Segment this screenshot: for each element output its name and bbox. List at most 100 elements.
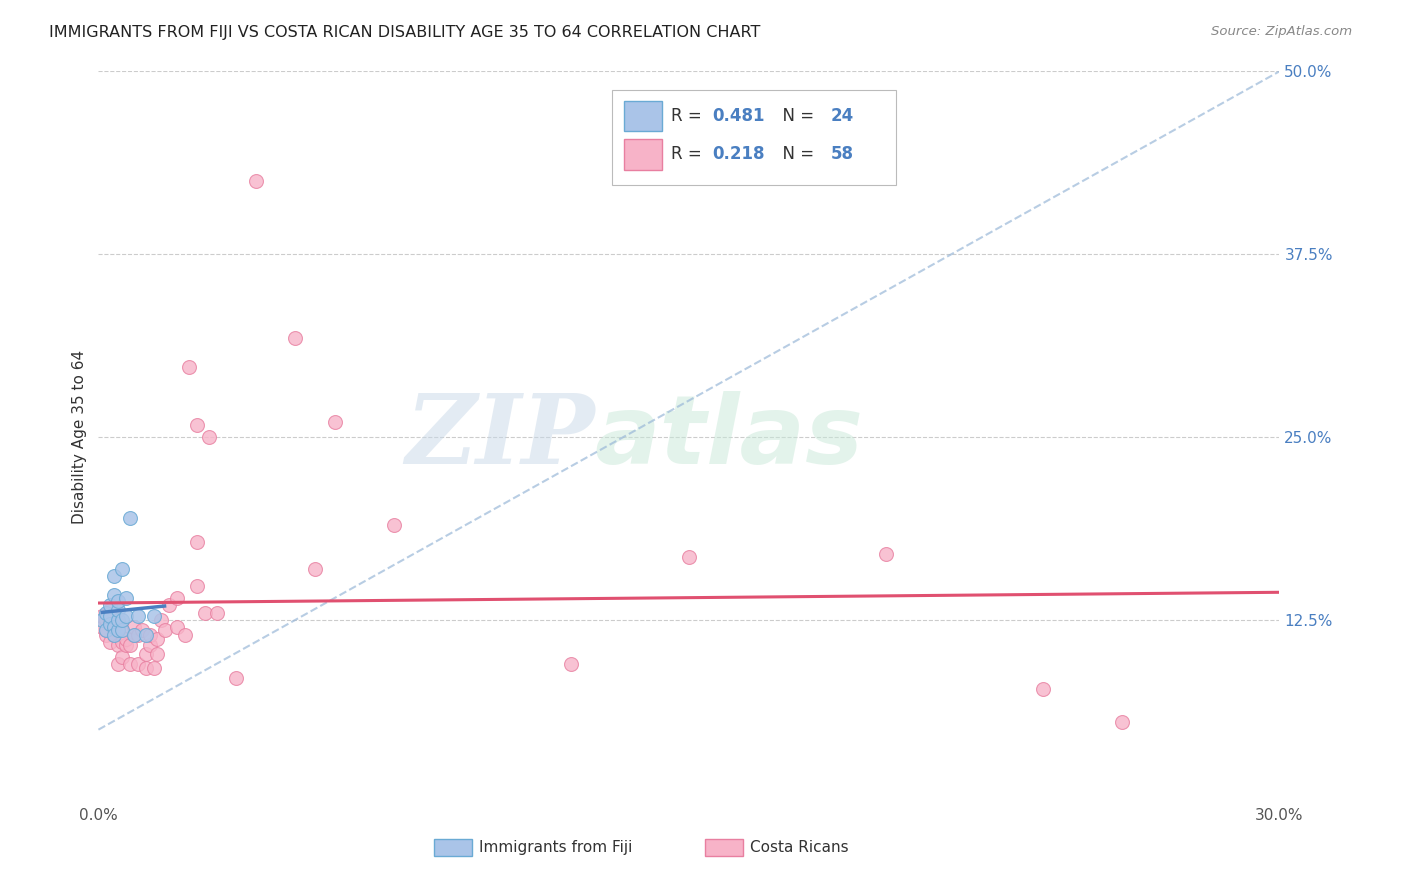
FancyBboxPatch shape [612, 90, 896, 185]
Point [194, 606, 217, 620]
Text: 58: 58 [831, 145, 853, 163]
Text: R =: R = [671, 107, 707, 125]
Point [127, 608, 149, 623]
Text: 24: 24 [831, 107, 853, 125]
Point [118, 657, 141, 671]
Point [111, 613, 134, 627]
Y-axis label: Disability Age 35 to 64: Disability Age 35 to 64 [72, 350, 87, 524]
Point [107, 623, 129, 637]
Point [205, 606, 228, 620]
Point [875, 547, 897, 561]
Point [98, 613, 121, 627]
Point [103, 627, 125, 641]
Text: 0.218: 0.218 [713, 145, 765, 163]
Text: R =: R = [671, 145, 707, 163]
Point [186, 418, 208, 433]
Point [166, 620, 188, 634]
Point [304, 562, 326, 576]
Point [142, 608, 165, 623]
Point [131, 623, 153, 637]
Point [118, 510, 141, 524]
Point [98, 599, 121, 613]
Point [1032, 681, 1054, 696]
Point [142, 661, 165, 675]
Point [157, 599, 180, 613]
Point [245, 174, 267, 188]
Point [107, 638, 129, 652]
Point [138, 638, 160, 652]
Point [98, 635, 121, 649]
Text: atlas: atlas [595, 391, 863, 483]
Point [135, 627, 157, 641]
FancyBboxPatch shape [624, 101, 662, 131]
Text: IMMIGRANTS FROM FIJI VS COSTA RICAN DISABILITY AGE 35 TO 64 CORRELATION CHART: IMMIGRANTS FROM FIJI VS COSTA RICAN DISA… [49, 25, 761, 40]
Point [186, 535, 208, 549]
Point [174, 627, 197, 641]
Point [323, 416, 346, 430]
Point [107, 594, 129, 608]
Point [115, 591, 138, 605]
Text: N =: N = [772, 145, 818, 163]
Point [107, 657, 129, 671]
Point [177, 359, 200, 374]
Point [284, 330, 307, 344]
Point [111, 562, 134, 576]
FancyBboxPatch shape [624, 139, 662, 170]
Point [91, 620, 114, 634]
Point [225, 672, 247, 686]
Point [103, 608, 125, 623]
Point [98, 603, 121, 617]
Point [560, 657, 582, 671]
Point [146, 647, 169, 661]
Point [115, 608, 138, 623]
Point [122, 620, 145, 634]
Point [186, 579, 208, 593]
Point [150, 613, 173, 627]
Point [96, 606, 118, 620]
Point [98, 617, 121, 632]
Point [127, 657, 149, 671]
Point [91, 608, 114, 623]
Point [96, 613, 118, 627]
Point [96, 623, 118, 637]
Point [103, 569, 125, 583]
Point [122, 627, 145, 641]
Point [103, 627, 125, 641]
Point [96, 623, 118, 637]
Point [107, 613, 129, 627]
Text: Costa Ricans: Costa Ricans [751, 840, 849, 855]
Point [135, 647, 157, 661]
Point [382, 517, 405, 532]
Point [146, 632, 169, 646]
Point [111, 649, 134, 664]
FancyBboxPatch shape [706, 838, 744, 856]
Point [107, 617, 129, 632]
Text: ZIP: ZIP [405, 390, 595, 484]
Point [98, 608, 121, 623]
Point [96, 627, 118, 641]
Point [111, 623, 134, 637]
Text: 0.481: 0.481 [713, 107, 765, 125]
Point [127, 627, 149, 641]
Point [118, 638, 141, 652]
Point [138, 627, 160, 641]
Point [166, 591, 188, 605]
Text: N =: N = [772, 107, 818, 125]
Point [115, 638, 138, 652]
Point [1111, 715, 1133, 730]
FancyBboxPatch shape [434, 838, 471, 856]
Point [103, 620, 125, 634]
Point [103, 620, 125, 634]
Point [115, 632, 138, 646]
Text: Immigrants from Fiji: Immigrants from Fiji [478, 840, 633, 855]
Point [107, 623, 129, 637]
Point [107, 603, 129, 617]
Point [678, 549, 700, 564]
Point [103, 588, 125, 602]
Point [197, 430, 219, 444]
Point [135, 661, 157, 675]
Point [111, 623, 134, 637]
Point [122, 627, 145, 641]
Point [155, 623, 177, 637]
Text: Source: ZipAtlas.com: Source: ZipAtlas.com [1212, 25, 1353, 38]
